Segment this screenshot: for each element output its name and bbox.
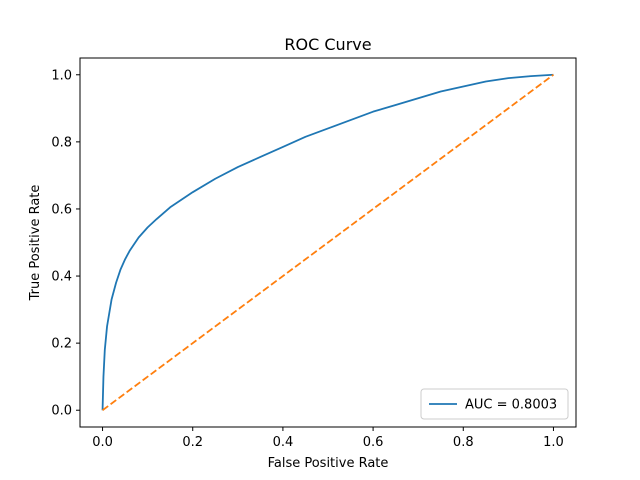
x-tick-label: 0.6 xyxy=(363,435,384,450)
legend-label-roc: AUC = 0.8003 xyxy=(465,398,557,413)
x-tick-label: 0.8 xyxy=(453,435,474,450)
x-axis-label: False Positive Rate xyxy=(268,456,389,471)
x-tick-label: 0.2 xyxy=(182,435,203,450)
x-tick-label: 0.4 xyxy=(273,435,294,450)
legend: AUC = 0.8003 xyxy=(420,388,569,420)
y-tick-label: 1.0 xyxy=(51,68,72,83)
legend-box xyxy=(420,388,569,420)
y-tick-label: 0.8 xyxy=(51,135,72,150)
y-tick-label: 0.0 xyxy=(51,404,72,419)
y-tick-label: 0.4 xyxy=(51,270,72,285)
x-tick-label: 1.0 xyxy=(543,435,564,450)
y-tick-label: 0.2 xyxy=(51,337,72,352)
chart-title: ROC Curve xyxy=(284,35,371,54)
x-ticks: 0.0 0.2 0.4 0.6 0.8 1.0 xyxy=(92,427,564,450)
axes-frame xyxy=(79,57,577,428)
roc-curve-line xyxy=(101,73,554,411)
baseline-diagonal-line xyxy=(102,74,554,411)
y-ticks: 0.0 0.2 0.4 0.6 0.8 1.0 xyxy=(51,68,80,419)
y-axis-label: True Positive Rate xyxy=(28,185,43,302)
x-tick-label: 0.0 xyxy=(92,435,113,450)
series-layer xyxy=(101,73,554,411)
y-tick-label: 0.6 xyxy=(51,202,72,217)
